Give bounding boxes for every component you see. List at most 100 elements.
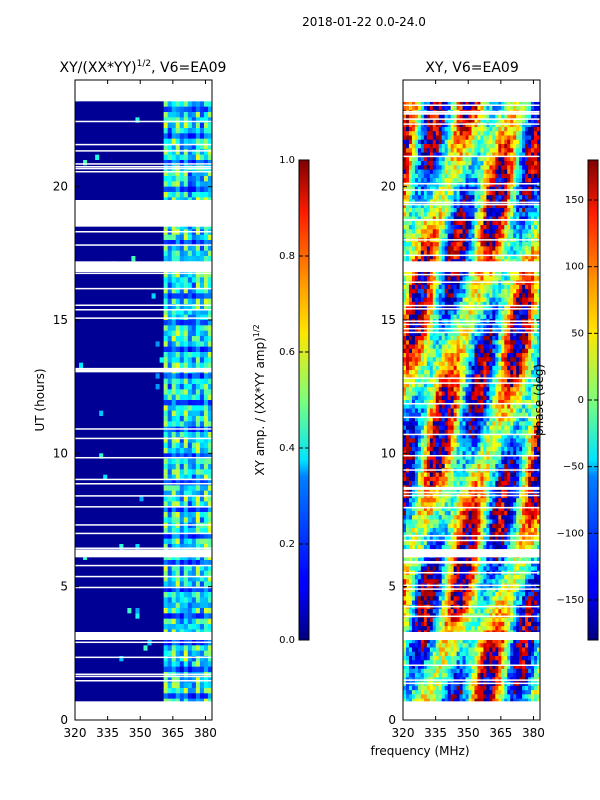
panel2-cell — [441, 161, 446, 166]
panel2-cell — [507, 382, 511, 388]
panel2-cell — [483, 126, 487, 132]
panel1-cell — [191, 442, 197, 449]
panel1-cell — [191, 650, 197, 657]
panel2-cell — [504, 186, 508, 192]
panel2-cell — [435, 208, 440, 213]
panel1-cell — [207, 528, 212, 534]
panel1-cell — [199, 149, 205, 156]
panel2-cell — [450, 203, 455, 209]
panel1-cell — [187, 496, 193, 502]
panel2-cell — [525, 195, 529, 200]
panel1-cell — [203, 501, 209, 508]
panel1-cell — [191, 581, 197, 588]
panel2-cell — [438, 348, 443, 354]
panel2-cell — [423, 395, 428, 401]
panel2-cell — [531, 105, 535, 111]
panel1-cell — [167, 101, 173, 108]
panel2-cell — [537, 378, 540, 384]
panel2-cell — [534, 105, 538, 111]
panel2-cell — [429, 336, 434, 341]
panel1-cell — [199, 245, 205, 252]
panel2-title: XY, V6=EA09 — [425, 60, 519, 76]
panel2-cell — [459, 139, 463, 145]
panel2-cell — [483, 131, 487, 136]
panel1-cell — [203, 432, 209, 438]
panel2-cell — [426, 212, 431, 217]
panel2-cell — [444, 220, 449, 226]
panel2-cell — [405, 246, 410, 252]
panel2-cell — [486, 378, 490, 384]
panel2-cell — [504, 118, 508, 124]
panel1-cell — [163, 122, 169, 129]
panel2-cell — [489, 195, 493, 200]
panel2-cell — [480, 182, 484, 188]
panel2-cell — [453, 135, 458, 141]
panel2-cell — [447, 378, 452, 384]
panel2-cell — [403, 169, 407, 175]
panel2-cell — [456, 391, 460, 397]
panel2-cell — [510, 101, 514, 106]
panel2-cell — [417, 361, 422, 367]
panel2-cell — [462, 365, 466, 371]
panel1-cell — [171, 298, 177, 305]
panel1-cell — [187, 133, 193, 140]
panel2-cell — [489, 101, 493, 106]
panel1-cell — [171, 320, 177, 326]
panel2-cell — [525, 370, 529, 375]
panel1-cell — [187, 330, 193, 337]
panel1-cell — [163, 416, 169, 422]
panel1-cell — [171, 400, 177, 406]
panel2-cell — [468, 246, 472, 252]
panel2-cell — [504, 246, 508, 252]
panel2-cell — [453, 131, 458, 136]
panel2-cell — [498, 122, 502, 128]
panel2-cell — [438, 250, 443, 256]
panel1-cell — [199, 613, 205, 620]
panel2-cell — [420, 361, 425, 367]
panel2-cell — [477, 195, 481, 200]
panel2-cell — [453, 182, 458, 188]
panel2-cell — [528, 195, 532, 200]
panel1-flag-line — [75, 317, 212, 319]
panel2-cell — [403, 353, 407, 358]
panel2-cell — [510, 310, 514, 316]
panel2-cell — [534, 353, 538, 358]
panel2-cell — [534, 254, 538, 260]
panel2-cell — [486, 254, 490, 260]
panel2-cell — [420, 208, 425, 213]
panel1-cell — [175, 570, 181, 577]
panel1-cell — [191, 544, 197, 550]
panel2-cell — [426, 395, 431, 401]
panel1-cell — [183, 106, 189, 113]
panel2-cell — [522, 327, 526, 333]
panel1-cell — [175, 469, 181, 476]
panel2-cell — [423, 229, 428, 234]
panel2-cell — [480, 220, 484, 226]
panel2-cell — [480, 195, 484, 200]
panel2-cell — [486, 229, 490, 234]
panel2-cell — [522, 216, 526, 222]
panel2-cell — [423, 331, 428, 337]
panel2-cell — [444, 348, 449, 354]
panel2-cell — [411, 173, 416, 179]
panel2-cell — [531, 148, 535, 153]
panel2-cell — [456, 374, 460, 380]
panel2-cell — [423, 246, 428, 252]
panel2-cell — [489, 220, 493, 226]
panel1-cell — [191, 592, 197, 598]
panel2-cell — [468, 250, 472, 256]
panel2-cell — [504, 225, 508, 230]
panel2-cell — [522, 374, 526, 380]
panel1-cell — [195, 245, 201, 252]
panel2-cell — [405, 220, 410, 226]
panel2-cell — [534, 139, 538, 145]
panel2-cell — [504, 148, 508, 153]
panel1-cell — [175, 112, 181, 118]
panel2-cell — [465, 340, 469, 345]
panel2-cell — [489, 378, 493, 384]
panel1-cell — [179, 410, 185, 417]
panel1-cell — [207, 144, 212, 150]
panel2-cell — [429, 195, 434, 200]
panel2-cell — [531, 233, 535, 239]
panel1-cell — [187, 320, 193, 326]
